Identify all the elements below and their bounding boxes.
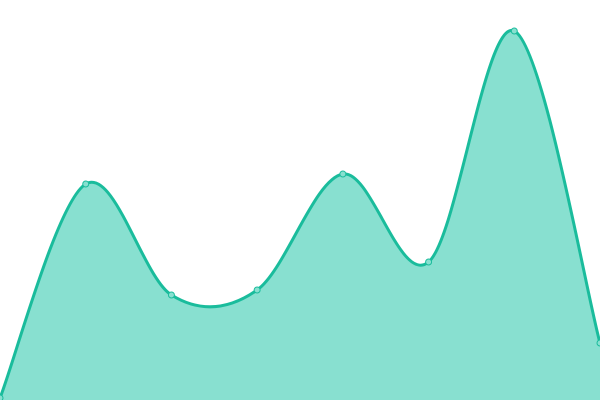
data-point-0 [0, 394, 4, 400]
data-point-1 [82, 180, 90, 188]
data-point-3 [253, 286, 261, 294]
data-point-5 [425, 258, 433, 266]
area-fill [0, 30, 600, 400]
data-point-4 [339, 170, 347, 178]
data-points [0, 27, 600, 400]
data-point-2 [167, 291, 175, 299]
data-point-6 [510, 27, 518, 35]
data-point-7 [596, 339, 600, 347]
